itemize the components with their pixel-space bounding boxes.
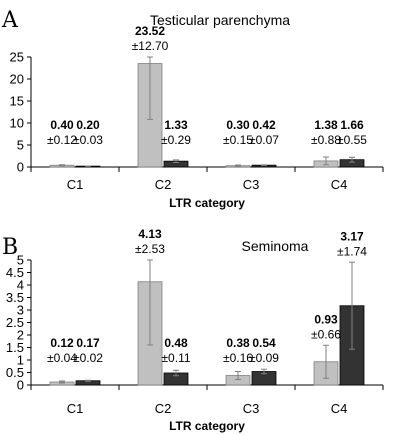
value-label: 3.17 bbox=[340, 229, 364, 243]
value-label: 4.13 bbox=[138, 227, 162, 241]
y-tick-label: 2.5 bbox=[6, 315, 24, 330]
error-label: ±0.29 bbox=[161, 133, 191, 147]
y-tick-label: 5 bbox=[17, 138, 24, 153]
category-label: C4 bbox=[331, 177, 348, 192]
y-tick-label: 0 bbox=[17, 160, 24, 175]
x-axis-label: LTR category bbox=[169, 196, 245, 210]
y-tick-label: 4.5 bbox=[6, 265, 24, 280]
value-label: 0.48 bbox=[164, 336, 188, 350]
error-label: ±1.74 bbox=[337, 244, 367, 258]
value-label: 0.42 bbox=[252, 118, 276, 132]
error-label: ±0.12 bbox=[47, 133, 77, 147]
error-label: ±0.16 bbox=[223, 351, 253, 365]
error-label: ±0.04 bbox=[47, 351, 77, 365]
category-label: C1 bbox=[67, 177, 84, 192]
error-label: ±0.03 bbox=[73, 133, 103, 147]
y-tick-label: 0.5 bbox=[6, 365, 24, 380]
category-label: C2 bbox=[155, 177, 172, 192]
panel-a: A Testicular parenchyma0510152025C10.40±0… bbox=[1, 8, 384, 210]
error-label: ±0.66 bbox=[311, 327, 341, 341]
error-label: ±0.02 bbox=[73, 351, 103, 365]
panel-letter: A bbox=[1, 8, 19, 33]
y-tick-label: 2 bbox=[17, 328, 24, 343]
y-tick-label: 10 bbox=[10, 116, 24, 131]
category-label: C3 bbox=[243, 401, 260, 416]
error-label: ±0.88 bbox=[311, 133, 341, 147]
y-tick-label: 25 bbox=[10, 50, 24, 65]
error-label: ±0.11 bbox=[161, 351, 190, 365]
category-label: C1 bbox=[67, 401, 84, 416]
category-label: C4 bbox=[331, 401, 348, 416]
panel-letter: B bbox=[2, 235, 18, 260]
y-tick-label: 1 bbox=[17, 353, 24, 368]
value-label: 0.12 bbox=[50, 336, 74, 350]
value-label: 0.40 bbox=[50, 118, 74, 132]
error-label: ±12.70 bbox=[132, 39, 169, 53]
value-label: 0.17 bbox=[76, 336, 100, 350]
error-label: ±0.55 bbox=[337, 133, 367, 147]
value-label: 1.38 bbox=[314, 118, 338, 132]
error-label: ±2.53 bbox=[135, 242, 165, 256]
error-label: ±0.15 bbox=[223, 133, 253, 147]
y-tick-label: 5 bbox=[17, 253, 24, 268]
error-label: ±0.07 bbox=[249, 133, 279, 147]
y-tick-label: 20 bbox=[10, 72, 24, 87]
panel-b: B Seminoma00.511.522.533.544.55C10.12±0.0… bbox=[2, 227, 384, 433]
category-label: C3 bbox=[243, 177, 260, 192]
chart-title: Testicular parenchyma bbox=[150, 12, 290, 28]
value-label: 1.66 bbox=[340, 118, 364, 132]
value-label: 23.52 bbox=[135, 24, 165, 38]
chart-title: Seminoma bbox=[242, 238, 309, 254]
y-tick-label: 3.5 bbox=[6, 290, 24, 305]
value-label: 0.54 bbox=[252, 336, 276, 350]
category-label: C2 bbox=[155, 401, 172, 416]
value-label: 0.38 bbox=[226, 336, 250, 350]
value-label: 0.20 bbox=[76, 118, 100, 132]
y-tick-label: 4 bbox=[17, 278, 24, 293]
y-tick-label: 3 bbox=[17, 303, 24, 318]
y-tick-label: 1.5 bbox=[6, 340, 24, 355]
value-label: 0.93 bbox=[314, 312, 338, 326]
y-tick-label: 0 bbox=[17, 378, 24, 393]
value-label: 1.33 bbox=[164, 118, 188, 132]
value-label: 0.30 bbox=[226, 118, 250, 132]
error-label: ±0.09 bbox=[249, 351, 279, 365]
x-axis-label: LTR category bbox=[169, 419, 245, 433]
y-tick-label: 15 bbox=[10, 94, 24, 109]
